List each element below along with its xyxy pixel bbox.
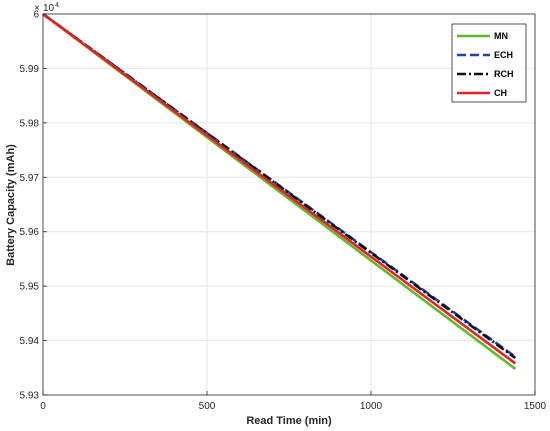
- series-line-ch: [42, 12, 517, 365]
- series-layer: [42, 12, 517, 370]
- y-tick-label: 5.96: [20, 227, 40, 238]
- legend-label-ch: CH: [494, 88, 507, 98]
- y-tick-label: 5.94: [20, 336, 40, 347]
- x-tick-label: 0: [40, 401, 46, 412]
- y-exponent-times: ×: [34, 3, 40, 14]
- x-axis-label: Read Time (min): [246, 415, 332, 427]
- legend-label-mn: MN: [494, 31, 508, 41]
- ticks: 0 500 1000 1500 5.93 5.94 5.95 5.96 5.97 5.98 5.99…: [20, 10, 547, 413]
- y-tick-label: 5.95: [20, 282, 40, 293]
- y-tick-label: 5.99: [20, 64, 40, 75]
- plot-frame: [42, 13, 536, 396]
- legend: MN ECH RCH CH: [451, 23, 527, 103]
- y-tick-label: 5.93: [20, 391, 40, 402]
- x-tick-label: 500: [199, 401, 216, 412]
- y-tick-label: 6: [33, 10, 39, 21]
- x-tick-label: 1500: [524, 401, 547, 412]
- x-tick-label: 1000: [360, 401, 383, 412]
- legend-label-rch: RCH: [494, 69, 514, 79]
- y-tick-label: 5.97: [20, 173, 40, 184]
- y-axis-label: Battery Capacity (mAh): [5, 144, 17, 266]
- legend-label-ech: ECH: [494, 50, 513, 60]
- y-exponent-label: 104: [43, 2, 59, 14]
- y-tick-label: 5.98: [20, 118, 40, 129]
